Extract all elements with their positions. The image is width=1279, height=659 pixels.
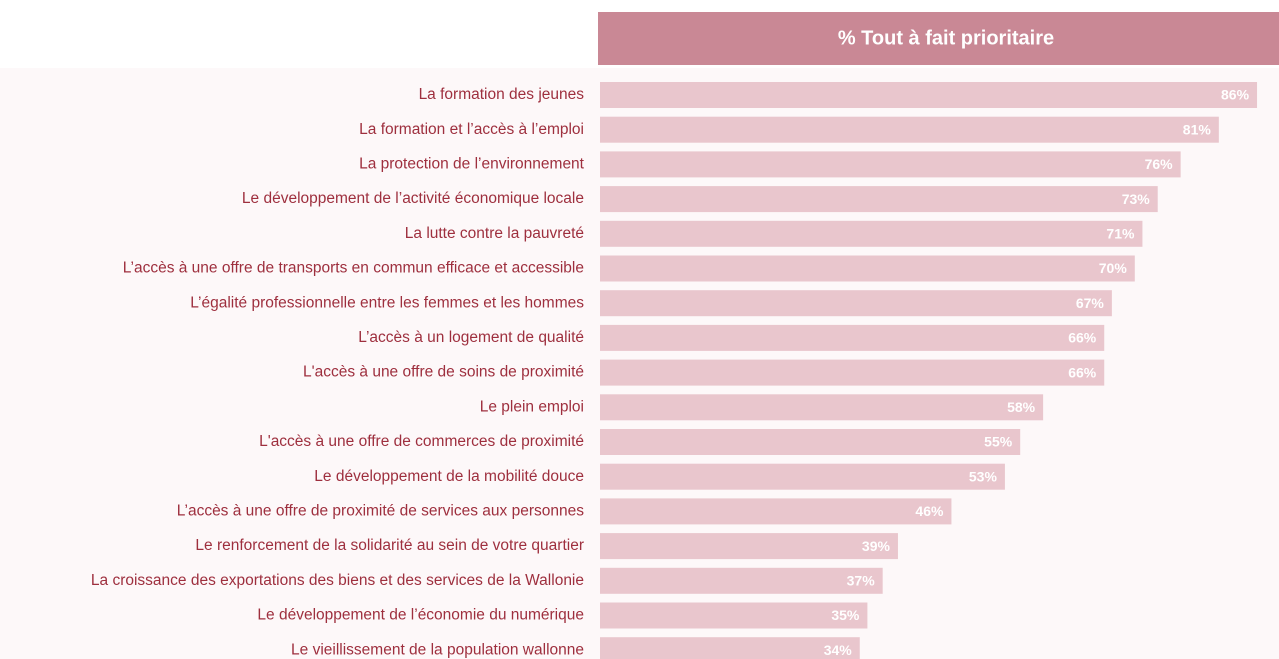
bar — [600, 290, 1112, 317]
bar — [600, 394, 1044, 421]
value-label: 66% — [1068, 364, 1097, 380]
bar — [600, 429, 1021, 455]
bar — [600, 255, 1135, 282]
bar — [600, 186, 1158, 213]
value-label: 86% — [1221, 87, 1250, 103]
value-label: 39% — [862, 538, 891, 554]
category-label: La protection de l’environnement — [359, 155, 585, 172]
category-label: Le plein emploi — [480, 398, 584, 415]
value-label: 71% — [1106, 226, 1135, 242]
bar — [600, 533, 898, 560]
bar — [600, 498, 952, 525]
bar — [600, 220, 1143, 247]
value-label: 55% — [984, 434, 1013, 450]
value-label: 67% — [1076, 295, 1105, 311]
category-label: Le développement de l’économie du numéri… — [257, 607, 584, 624]
category-label: La croissance des exportations des biens… — [91, 572, 584, 589]
category-label: Le développement de l’activité économiqu… — [242, 190, 584, 207]
value-label: 66% — [1068, 330, 1097, 346]
value-label: 73% — [1122, 191, 1151, 207]
value-label: 70% — [1099, 260, 1128, 276]
chart-title: % Tout à fait prioritaire — [838, 27, 1054, 49]
category-label: L’égalité professionnelle entre les femm… — [190, 294, 584, 311]
bar — [600, 359, 1105, 386]
value-label: 76% — [1145, 156, 1174, 172]
value-label: 46% — [915, 503, 944, 519]
category-label: La formation des jeunes — [419, 86, 585, 103]
bar — [600, 637, 860, 659]
category-label: L’accès à une offre de transports en com… — [123, 260, 584, 277]
value-label: 37% — [847, 573, 876, 589]
bar — [600, 463, 1005, 490]
bar — [600, 567, 883, 594]
category-label: L'accès à une offre de soins de proximit… — [303, 364, 584, 381]
category-label: Le développement de la mobilité douce — [314, 468, 584, 485]
bar — [600, 602, 868, 629]
bar — [600, 324, 1105, 351]
bar — [600, 82, 1258, 108]
category-label: L’accès à un logement de qualité — [358, 329, 584, 346]
category-label: L'accès à une offre de commerces de prox… — [259, 433, 584, 450]
bar — [600, 116, 1219, 143]
category-label: L’accès à une offre de proximité de serv… — [177, 502, 585, 519]
value-label: 34% — [824, 642, 853, 658]
category-label: Le renforcement de la solidarité au sein… — [195, 537, 584, 554]
value-label: 35% — [831, 607, 860, 623]
value-label: 58% — [1007, 399, 1036, 415]
category-label: La lutte contre la pauvreté — [405, 225, 584, 242]
value-label: 53% — [969, 468, 998, 484]
category-label: Le vieillissement de la population wallo… — [291, 641, 584, 658]
category-label: La formation et l’accès à l’emploi — [359, 121, 584, 138]
header-band — [598, 12, 1279, 65]
value-label: 81% — [1183, 121, 1212, 137]
bar — [600, 151, 1181, 178]
